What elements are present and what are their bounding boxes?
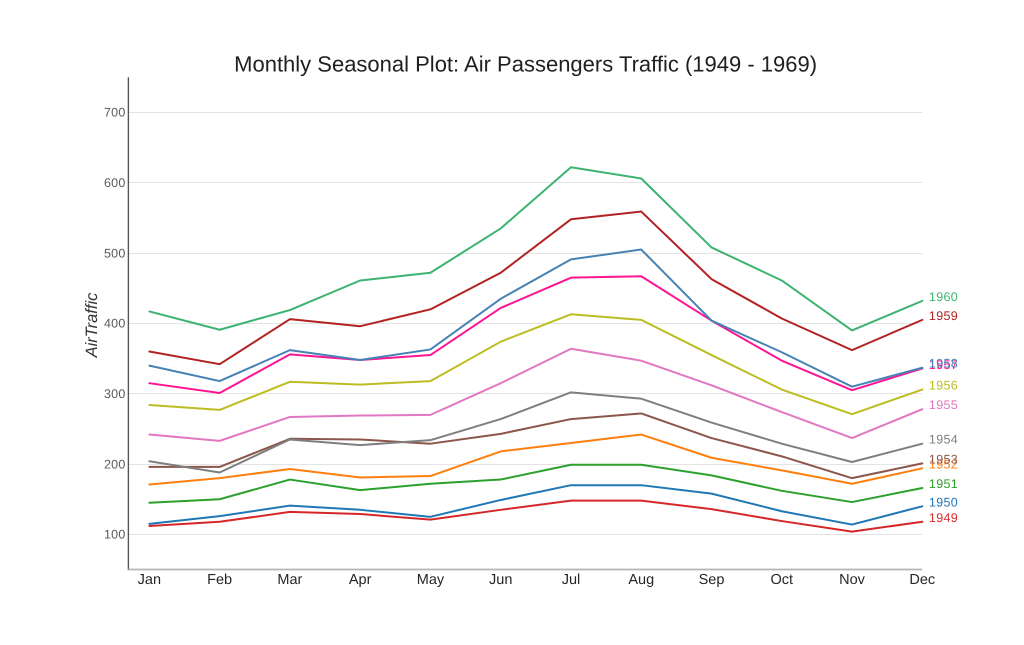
svg-text:May: May bbox=[417, 572, 445, 588]
svg-text:600: 600 bbox=[104, 176, 125, 190]
svg-text:700: 700 bbox=[104, 106, 125, 120]
svg-text:1953: 1953 bbox=[929, 452, 958, 466]
svg-text:Sep: Sep bbox=[699, 572, 725, 588]
svg-text:Dec: Dec bbox=[909, 572, 935, 588]
svg-text:1950: 1950 bbox=[929, 495, 958, 509]
svg-text:100: 100 bbox=[104, 528, 125, 542]
svg-text:1960: 1960 bbox=[929, 290, 958, 304]
svg-text:Jan: Jan bbox=[138, 572, 161, 588]
svg-text:1955: 1955 bbox=[929, 398, 958, 412]
svg-text:1956: 1956 bbox=[929, 379, 958, 393]
svg-text:1954: 1954 bbox=[929, 433, 958, 447]
svg-text:500: 500 bbox=[104, 246, 125, 260]
svg-text:Nov: Nov bbox=[839, 572, 866, 588]
svg-text:Apr: Apr bbox=[349, 572, 372, 588]
svg-text:AirTraffic: AirTraffic bbox=[83, 292, 101, 359]
svg-text:Jun: Jun bbox=[489, 572, 512, 588]
svg-text:1958: 1958 bbox=[929, 357, 958, 371]
svg-text:200: 200 bbox=[104, 457, 125, 471]
svg-text:Mar: Mar bbox=[277, 572, 302, 588]
svg-text:1952: 1952 bbox=[929, 457, 958, 471]
svg-text:1949: 1949 bbox=[929, 511, 958, 525]
svg-text:Feb: Feb bbox=[207, 572, 232, 588]
svg-text:1957: 1957 bbox=[929, 358, 958, 372]
svg-text:Jul: Jul bbox=[562, 572, 581, 588]
svg-text:Aug: Aug bbox=[628, 572, 654, 588]
svg-text:300: 300 bbox=[104, 387, 125, 401]
svg-text:1951: 1951 bbox=[929, 477, 958, 491]
svg-text:Oct: Oct bbox=[770, 572, 793, 588]
svg-text:1959: 1959 bbox=[929, 309, 958, 323]
svg-text:400: 400 bbox=[104, 317, 125, 331]
svg-text:Monthly Seasonal Plot: Air Pas: Monthly Seasonal Plot: Air Passengers Tr… bbox=[234, 52, 817, 77]
